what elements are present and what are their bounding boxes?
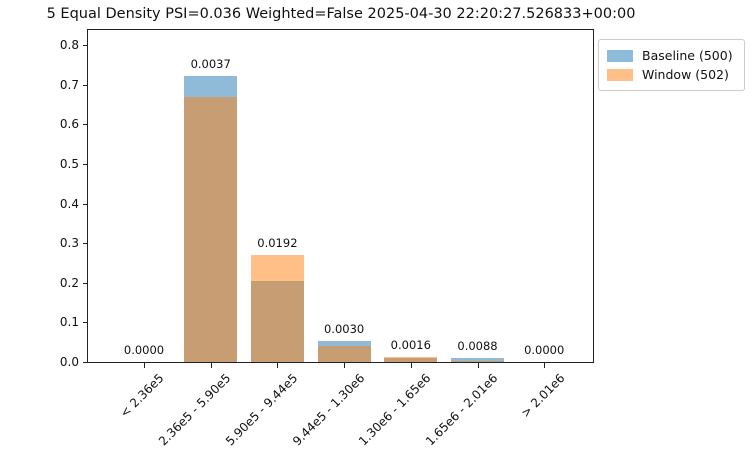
bar-window-502-bin3 (250, 255, 304, 362)
y-tick-mark (83, 124, 88, 125)
x-tick-mark (211, 363, 212, 368)
y-tick-mark (83, 362, 88, 363)
bar-window-502-bin6 (451, 361, 504, 362)
y-tick-label: 0.7 (59, 78, 79, 92)
x-tick-mark (544, 363, 545, 368)
y-tick-mark (83, 322, 88, 323)
chart-title: 5 Equal Density PSI=0.036 Weighted=False… (46, 6, 636, 22)
y-tick-label: 0.1 (59, 315, 79, 329)
bar-window-502-bin4 (317, 346, 371, 362)
bar-value-label: 0.0000 (123, 343, 165, 357)
legend-swatch-icon (607, 68, 633, 81)
x-tick-mark (344, 363, 345, 368)
bar-value-label: 0.0016 (390, 338, 431, 352)
y-tick-label: 0.4 (59, 197, 79, 211)
bar-value-label: 0.0030 (323, 322, 365, 336)
y-tick-label: 0.2 (59, 276, 79, 290)
bar-value-label: 0.0192 (257, 236, 298, 250)
y-tick-label: 0.3 (59, 236, 79, 250)
x-tick-label: 1.65e6 - 2.01e6 (423, 371, 501, 449)
bar-value-label: 0.0088 (457, 339, 498, 353)
x-tick-label: < 2.36e5 (117, 371, 167, 421)
legend-swatch-icon (607, 49, 633, 62)
y-tick-mark (83, 164, 88, 165)
x-tick-mark (277, 363, 278, 368)
x-tick-label: 2.36e5 - 5.90e5 (156, 371, 234, 449)
y-tick-mark (83, 45, 88, 46)
x-tick-label: 1.30e6 - 1.65e6 (356, 371, 434, 449)
y-tick-mark (83, 243, 88, 244)
legend-label: Baseline (500) (642, 48, 733, 63)
y-tick-label: 0.0 (59, 355, 79, 369)
legend-label: Window (502) (642, 67, 729, 82)
y-tick-mark (83, 283, 88, 284)
bar-window-502-bin2 (184, 97, 238, 362)
x-tick-label: 9.44e5 - 1.30e6 (289, 371, 368, 449)
y-tick-label: 0.6 (59, 117, 79, 131)
x-tick-mark (411, 363, 412, 368)
y-tick-mark (83, 85, 88, 86)
x-tick-label: > 2.01e6 (517, 371, 568, 421)
y-tick-label: 0.8 (59, 38, 79, 52)
legend-item-window-502: Window (502) (607, 65, 736, 84)
y-tick-label: 0.5 (59, 157, 79, 171)
legend: Baseline (500) Window (502) (598, 39, 745, 91)
legend-item-baseline-500: Baseline (500) (607, 46, 736, 65)
bar-value-label: 0.0000 (524, 343, 565, 357)
bar-value-label: 0.0037 (190, 57, 231, 71)
x-tick-mark (478, 363, 479, 368)
y-tick-mark (83, 204, 88, 205)
plot-area (87, 29, 594, 363)
bar-window-502-bin5 (384, 357, 438, 362)
bar-baseline-500-bin6 (451, 358, 504, 362)
x-tick-label: 5.90e5 - 9.44e5 (222, 371, 301, 449)
x-tick-mark (144, 363, 145, 368)
